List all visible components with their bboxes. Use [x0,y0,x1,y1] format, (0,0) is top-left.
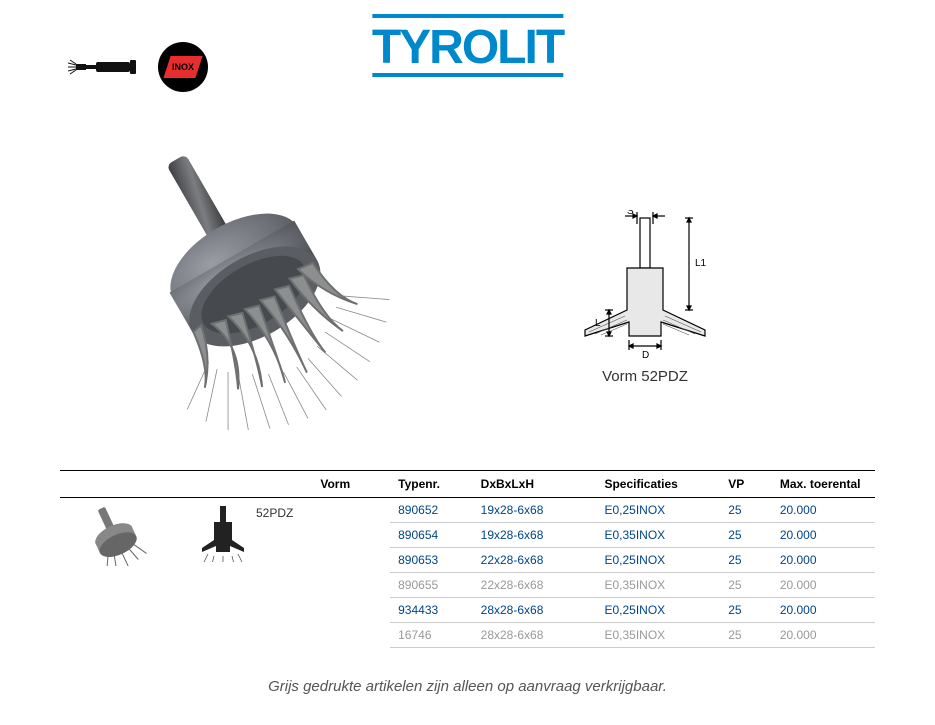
cell-vp: 25 [720,573,772,598]
thumb-diagram-icon [198,506,248,565]
dim-l: L [595,318,601,329]
cell-vp: 25 [720,523,772,548]
product-area: S L1 L D Vorm 52PDZ [0,110,935,430]
rotary-tool-icon [68,55,138,79]
cell-typenr: 16746 [390,623,473,648]
product-image [90,150,410,430]
cell-max: 20.000 [772,548,875,573]
cell-vp: 25 [720,498,772,523]
cell-dim: 22x28-6x68 [473,548,597,573]
cell-max: 20.000 [772,623,875,648]
vorm-cell: 52PDZ [60,498,390,648]
cell-spec: E0,35INOX [596,523,720,548]
cell-spec: E0,25INOX [596,598,720,623]
cell-typenr: 890655 [390,573,473,598]
footer-note: Grijs gedrukte artikelen zijn alleen op … [0,678,935,695]
cell-spec: E0,25INOX [596,498,720,523]
col-vorm: Vorm [60,471,390,498]
cell-vp: 25 [720,623,772,648]
cell-typenr: 934433 [390,598,473,623]
cell-spec: E0,35INOX [596,573,720,598]
cell-dim: 19x28-6x68 [473,523,597,548]
cell-max: 20.000 [772,573,875,598]
diagram-label: Vorm 52PDZ [555,368,735,385]
technical-diagram: S L1 L D Vorm 52PDZ [555,210,735,385]
dim-l1: L1 [695,258,707,269]
brand-name: Tyrolit [372,20,563,75]
cell-dim: 22x28-6x68 [473,573,597,598]
cell-spec: E0,35INOX [596,623,720,648]
cell-max: 20.000 [772,498,875,523]
spec-table: Vorm Typenr. DxBxLxH Specificaties VP Ma… [60,470,875,648]
cell-typenr: 890653 [390,548,473,573]
header: INOX Tyrolit [0,0,935,110]
col-vp: VP [720,471,772,498]
thumb-photo-icon [68,506,158,569]
col-max: Max. toerental [772,471,875,498]
table-row: 52PDZ 89065219x28-6x68E0,25INOX2520.000 [60,498,875,523]
col-typenr: Typenr. [390,471,473,498]
cell-max: 20.000 [772,598,875,623]
brand-logo: Tyrolit [372,20,563,75]
col-spec: Specificaties [596,471,720,498]
vorm-label: 52PDZ [256,506,293,520]
cell-dim: 28x28-6x68 [473,598,597,623]
table-header-row: Vorm Typenr. DxBxLxH Specificaties VP Ma… [60,471,875,498]
cell-typenr: 890654 [390,523,473,548]
cell-vp: 25 [720,548,772,573]
cell-vp: 25 [720,598,772,623]
inox-badge-icon: INOX [158,42,208,92]
inox-text: INOX [172,62,194,72]
cell-typenr: 890652 [390,498,473,523]
header-icons: INOX [68,42,208,92]
dim-d: D [642,350,649,360]
col-dim: DxBxLxH [473,471,597,498]
cell-max: 20.000 [772,523,875,548]
cell-dim: 19x28-6x68 [473,498,597,523]
cell-spec: E0,25INOX [596,548,720,573]
dim-s: S [627,210,634,217]
cell-dim: 28x28-6x68 [473,623,597,648]
